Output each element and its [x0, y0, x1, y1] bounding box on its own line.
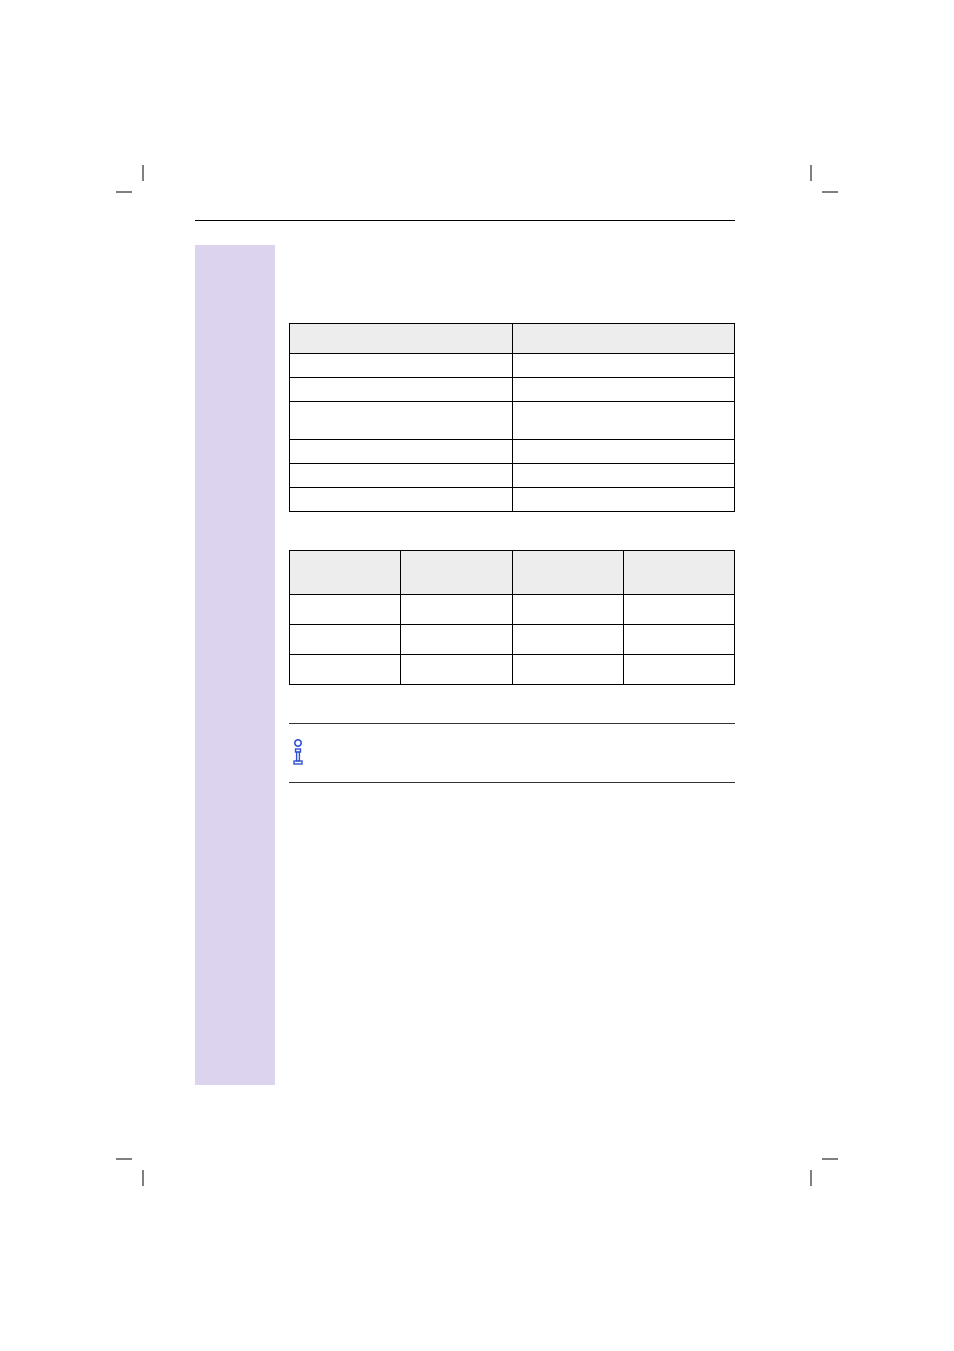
table-row	[290, 354, 735, 378]
table-cell	[623, 655, 734, 685]
table-cell	[512, 595, 623, 625]
table-cell	[512, 625, 623, 655]
note-rule-top	[289, 723, 735, 724]
table-row	[290, 595, 735, 625]
table-cell	[290, 378, 513, 402]
table-cell	[290, 625, 401, 655]
table-cell	[512, 464, 735, 488]
content-area	[195, 245, 735, 1085]
table-cell	[512, 440, 735, 464]
table-cell	[623, 595, 734, 625]
table-cell	[623, 625, 734, 655]
header-rule	[195, 220, 735, 221]
table-2-header-1	[401, 551, 512, 595]
table-1	[289, 323, 735, 512]
table-header-row	[290, 324, 735, 354]
table-cell	[290, 440, 513, 464]
table-1-header-0	[290, 324, 513, 354]
table-cell	[401, 625, 512, 655]
main-content	[289, 245, 735, 1085]
table-row	[290, 402, 735, 440]
table-row	[290, 488, 735, 512]
crop-mark-bottom-left	[116, 1158, 144, 1186]
note-block	[289, 734, 735, 774]
table-cell	[512, 354, 735, 378]
crop-mark-top-right	[810, 165, 838, 193]
page-frame	[195, 220, 735, 1085]
table-2-wrap	[289, 550, 735, 685]
table-row	[290, 655, 735, 685]
table-cell	[401, 655, 512, 685]
table-cell	[512, 655, 623, 685]
table-row	[290, 464, 735, 488]
table-cell	[290, 488, 513, 512]
table-2-header-2	[512, 551, 623, 595]
table-2-header-3	[623, 551, 734, 595]
table-row	[290, 440, 735, 464]
table-cell	[512, 488, 735, 512]
crop-mark-top-left	[116, 165, 144, 193]
table-1-header-1	[512, 324, 735, 354]
table-cell	[290, 354, 513, 378]
table-row	[290, 378, 735, 402]
info-icon	[289, 738, 307, 766]
table-cell	[290, 655, 401, 685]
sidebar	[195, 245, 275, 1085]
table-cell	[512, 402, 735, 440]
table-cell	[512, 378, 735, 402]
note-rule-bottom	[289, 782, 735, 783]
crop-mark-bottom-right	[810, 1158, 838, 1186]
table-header-row	[290, 551, 735, 595]
table-2	[289, 550, 735, 685]
table-cell	[290, 595, 401, 625]
table-cell	[290, 402, 513, 440]
table-1-wrap	[289, 323, 735, 512]
table-cell	[290, 464, 513, 488]
table-cell	[401, 595, 512, 625]
table-2-header-0	[290, 551, 401, 595]
table-row	[290, 625, 735, 655]
